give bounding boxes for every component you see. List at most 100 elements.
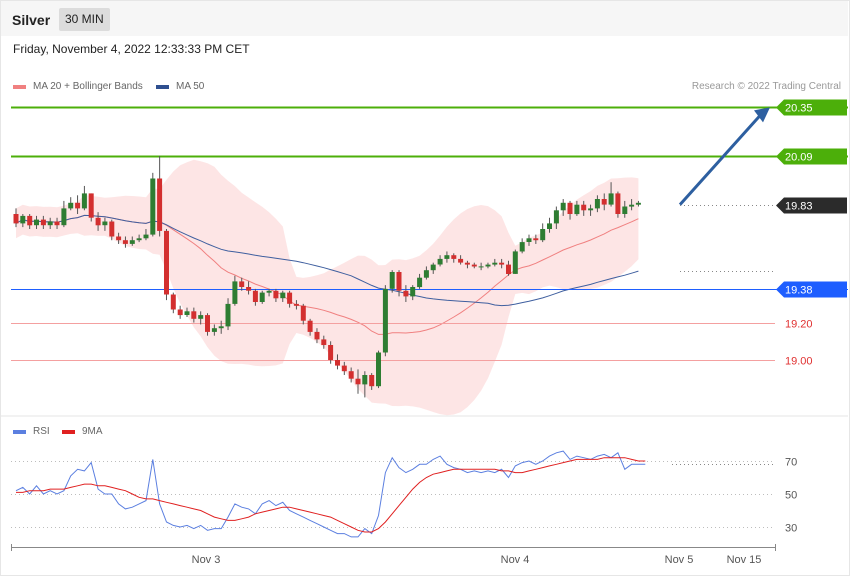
candle-body <box>485 264 491 267</box>
candle-body <box>102 221 108 226</box>
candle-body <box>547 223 552 229</box>
candle-body <box>560 202 566 211</box>
level-label-19.00: 19.00 <box>785 356 813 368</box>
forecast-arrow-line <box>678 112 764 206</box>
legend-rsi: RSI <box>13 426 50 437</box>
candle-body <box>581 204 587 211</box>
legend-ma20: MA 20 + Bollinger Bands <box>13 81 143 92</box>
instrument-title: Silver <box>12 12 51 28</box>
candle-body <box>423 270 429 278</box>
title-bar: Silver 30 MIN <box>1 1 848 36</box>
ma50-line <box>15 214 639 307</box>
candle-body <box>266 290 272 293</box>
level-label-20.09: 20.09 <box>785 152 813 164</box>
candle-body <box>170 294 176 310</box>
candle-body <box>458 258 464 263</box>
legend-ma20-label: MA 20 + Bollinger Bands <box>33 81 143 92</box>
candle-body <box>136 238 142 241</box>
candle-body <box>506 264 511 274</box>
rsi-tick-50: 50 <box>785 490 797 502</box>
candle-body <box>396 272 402 291</box>
legend-ma20-swatch <box>13 84 26 89</box>
candle-body <box>116 236 122 241</box>
candle-body <box>348 371 354 379</box>
candle-body <box>403 290 409 297</box>
candle-body <box>437 258 443 265</box>
candle-body <box>20 215 26 224</box>
level-label-19.38: 19.38 <box>785 285 813 297</box>
candle-body <box>75 202 81 209</box>
candle-body <box>13 214 19 224</box>
candle-body <box>410 287 416 297</box>
datetime-label: Friday, November 4, 2022 12:33:33 PM CET <box>13 42 250 56</box>
legend-ma50-label: MA 50 <box>176 81 205 92</box>
candle-body <box>129 240 135 244</box>
candle-body <box>567 202 573 214</box>
candle-body <box>382 288 388 353</box>
rsi-tick-30: 30 <box>785 523 797 535</box>
time-tick-label: Nov 4 <box>501 554 530 566</box>
candle-body <box>143 234 149 239</box>
legend-ma50-swatch <box>156 84 169 89</box>
rsi-line <box>15 450 646 538</box>
bollinger-band-area <box>16 159 639 416</box>
candle-body <box>314 331 320 340</box>
legend-9ma: 9MA <box>62 426 103 437</box>
level-tag-19.38 <box>776 281 847 298</box>
rsi-9ma-line <box>16 457 646 533</box>
candle-body <box>40 219 46 226</box>
legend-rsi-label: RSI <box>33 426 50 437</box>
candle-body <box>362 375 368 385</box>
candle-body <box>533 238 539 241</box>
candle-body <box>218 326 224 329</box>
candle-body <box>376 352 381 387</box>
candle-body <box>526 238 532 242</box>
legend-9ma-label: 9MA <box>82 426 103 437</box>
level-tag-19.83 <box>776 197 847 214</box>
candle-body <box>307 320 313 332</box>
candle-body <box>444 255 450 259</box>
candle-body <box>191 311 197 319</box>
candle-body <box>499 262 505 265</box>
legend-rsi-swatch <box>13 429 26 434</box>
interval-badge[interactable]: 30 MIN <box>59 8 110 31</box>
candle-body <box>574 204 580 215</box>
candle-body <box>198 315 204 319</box>
candle-body <box>300 305 306 321</box>
candle-body <box>150 178 156 235</box>
candle-body <box>246 287 252 291</box>
candle-body <box>451 255 457 259</box>
candle-body <box>95 217 101 226</box>
candle-body <box>471 264 477 267</box>
candle-body <box>68 202 74 209</box>
candle-body <box>88 193 94 218</box>
candle-body <box>280 292 286 299</box>
candle-body <box>164 230 169 295</box>
candle-body <box>293 303 299 306</box>
candle-body <box>54 221 60 226</box>
time-tick-label: Nov 15 <box>727 554 762 566</box>
candle-body <box>341 365 347 372</box>
candle-body <box>622 206 628 214</box>
candle-body <box>273 290 279 299</box>
candle-body <box>287 292 293 304</box>
credit-text: Research © 2022 Trading Central <box>691 81 841 92</box>
candle-body <box>430 264 436 271</box>
candle-body <box>417 277 423 288</box>
candle-body <box>588 208 594 211</box>
candle-body <box>464 262 470 265</box>
candle-body <box>389 272 395 289</box>
rsi-tick-70: 70 <box>785 457 797 469</box>
level-tag-20.09 <box>776 148 847 165</box>
candle-body <box>492 262 498 265</box>
candle-body <box>232 281 238 304</box>
level-label-20.35: 20.35 <box>785 103 813 115</box>
candle-body <box>540 229 546 241</box>
candle-body <box>369 375 375 387</box>
candle-body <box>252 290 258 302</box>
candle-body <box>635 202 641 205</box>
candle-body <box>355 378 361 385</box>
candle-body <box>512 251 518 274</box>
candle-body <box>601 199 607 205</box>
